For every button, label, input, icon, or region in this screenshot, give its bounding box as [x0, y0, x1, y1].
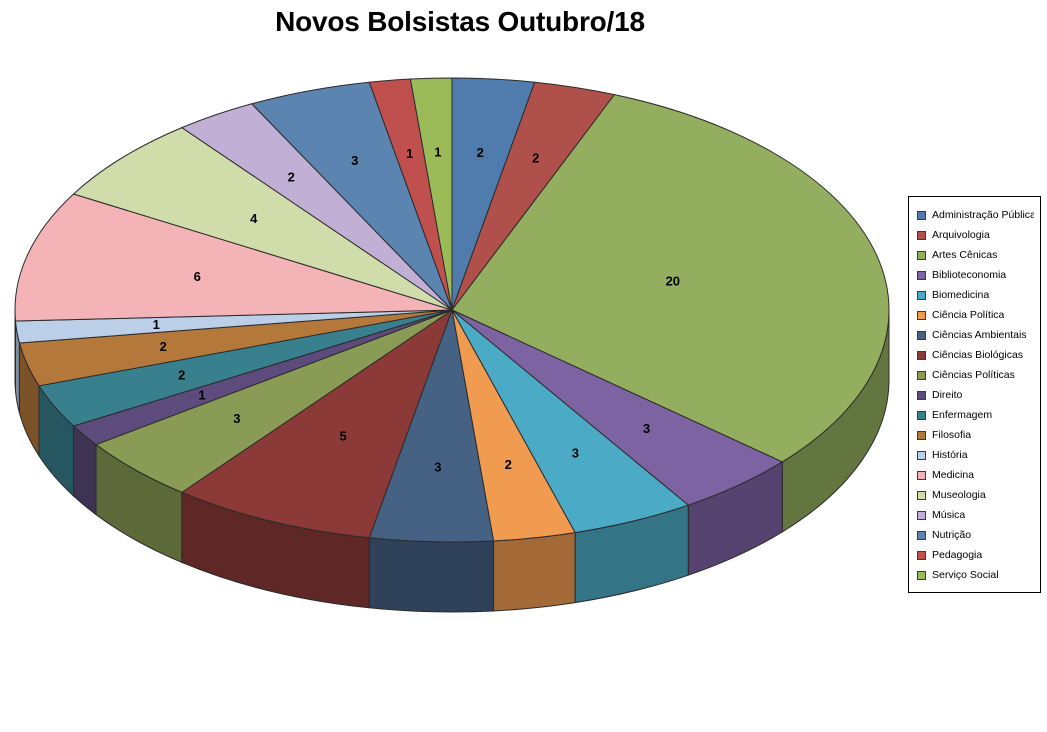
pie-top-faces — [14, 77, 890, 543]
legend-item[interactable]: Ciências Ambientais — [917, 325, 1034, 345]
legend-item[interactable]: Biblioteconomia — [917, 265, 1034, 285]
legend-item-label: Ciências Ambientais — [932, 329, 1027, 341]
pie-slice-value-label: 3 — [351, 153, 358, 168]
legend-item-label: Administração Pública — [932, 209, 1034, 221]
legend-item-label: Ciências Políticas — [932, 369, 1015, 381]
pie-slice[interactable] — [180, 308, 453, 539]
pie-slice-value-label: 20 — [666, 274, 680, 289]
legend-item-label: Enfermagem — [932, 409, 993, 421]
pie-slice-value-label: 3 — [434, 460, 441, 475]
legend-color-swatch — [917, 550, 926, 560]
legend-color-swatch — [917, 390, 926, 400]
chart-title: Novos Bolsistas Outubro/18 — [275, 6, 645, 37]
legend-item-label: Pedagogia — [932, 549, 983, 561]
legend-color-swatch — [917, 270, 926, 280]
legend-item-label: Música — [932, 509, 966, 521]
legend-color-swatch — [917, 210, 926, 220]
legend-color-swatch — [917, 350, 926, 360]
pie-slice-value-label: 6 — [194, 269, 201, 284]
legend-item-label: Ciência Política — [932, 309, 1005, 321]
legend-color-swatch — [917, 530, 926, 540]
pie-slice[interactable] — [451, 94, 890, 463]
legend-item-label: Artes Cênicas — [932, 249, 998, 261]
legend-item[interactable]: Administração Pública — [917, 205, 1034, 225]
pie-slice-value-label: 1 — [434, 144, 441, 159]
pie-slice-value-label: 2 — [288, 169, 295, 184]
legend-color-swatch — [917, 510, 926, 520]
legend-color-swatch — [917, 250, 926, 260]
legend-item[interactable]: Direito — [917, 385, 1034, 405]
legend-item-label: História — [932, 449, 968, 461]
legend-color-swatch — [917, 450, 926, 460]
pie-slice-value-label: 3 — [643, 421, 650, 436]
legend-item[interactable]: Biomedicina — [917, 285, 1034, 305]
legend-item[interactable]: Ciências Biológicas — [917, 345, 1034, 365]
pie-slice-value-label: 4 — [250, 211, 258, 226]
legend-item-label: Biblioteconomia — [932, 269, 1007, 281]
legend-item[interactable]: Arquivologia — [917, 225, 1034, 245]
legend-item-label: Medicina — [932, 469, 975, 481]
legend-item-label: Filosofia — [932, 429, 972, 441]
legend-color-swatch — [917, 410, 926, 420]
pie-slice[interactable] — [14, 193, 453, 322]
legend: Administração Pública Arquivologia Artes C… — [908, 196, 1041, 593]
legend-item-label: Serviço Social — [932, 569, 999, 581]
pie-slice-value-label: 1 — [198, 387, 205, 402]
legend-item[interactable]: Ciência Política — [917, 305, 1034, 325]
pie-slice-value-label: 3 — [233, 411, 240, 426]
pie-slice-value-label: 3 — [572, 446, 579, 461]
pie-slice-value-label: 2 — [160, 339, 167, 354]
pie-slice[interactable] — [409, 77, 453, 311]
pie-slice-side — [493, 532, 576, 612]
pie-3d-sides — [14, 309, 890, 613]
legend-item[interactable]: História — [917, 445, 1034, 465]
pie-slice-value-label: 2 — [477, 145, 484, 160]
pie-slice-value-label: 1 — [153, 317, 160, 332]
pie-slice-value-label: 2 — [505, 457, 512, 472]
legend-color-swatch — [917, 230, 926, 240]
legend-item[interactable]: Pedagogia — [917, 545, 1034, 565]
legend-item-label: Direito — [932, 389, 963, 401]
pie-slice[interactable] — [72, 127, 453, 311]
legend-item-label: Biomedicina — [932, 289, 990, 301]
pie-slice-value-label: 1 — [406, 146, 413, 161]
legend-item[interactable]: Filosofia — [917, 425, 1034, 445]
legend-color-swatch — [917, 470, 926, 480]
legend-item[interactable]: Enfermagem — [917, 405, 1034, 425]
pie-slice-value-label: 5 — [339, 429, 346, 444]
legend-item[interactable]: Serviço Social — [917, 565, 1034, 585]
legend-color-swatch — [917, 330, 926, 340]
legend-item[interactable]: Medicina — [917, 465, 1034, 485]
legend-color-swatch — [917, 490, 926, 500]
pie-slice-value-label: 2 — [178, 368, 185, 383]
legend-item-label: Ciências Biológicas — [932, 349, 1024, 361]
legend-color-swatch — [917, 290, 926, 300]
legend-color-swatch — [917, 570, 926, 580]
legend-item[interactable]: Música — [917, 505, 1034, 525]
legend-item[interactable]: Museologia — [917, 485, 1034, 505]
legend-item-label: Arquivologia — [932, 229, 990, 241]
legend-item[interactable]: Nutrição — [917, 525, 1034, 545]
legend-item[interactable]: Artes Cênicas — [917, 245, 1034, 265]
legend-color-swatch — [917, 370, 926, 380]
legend-color-swatch — [917, 310, 926, 320]
legend-color-swatch — [917, 430, 926, 440]
pie-slice-value-label: 2 — [532, 151, 539, 166]
pie-slice-side — [368, 537, 495, 613]
legend-item-label: Museologia — [932, 489, 986, 501]
legend-item-label: Nutrição — [932, 529, 972, 541]
legend-item[interactable]: Ciências Políticas — [917, 365, 1034, 385]
